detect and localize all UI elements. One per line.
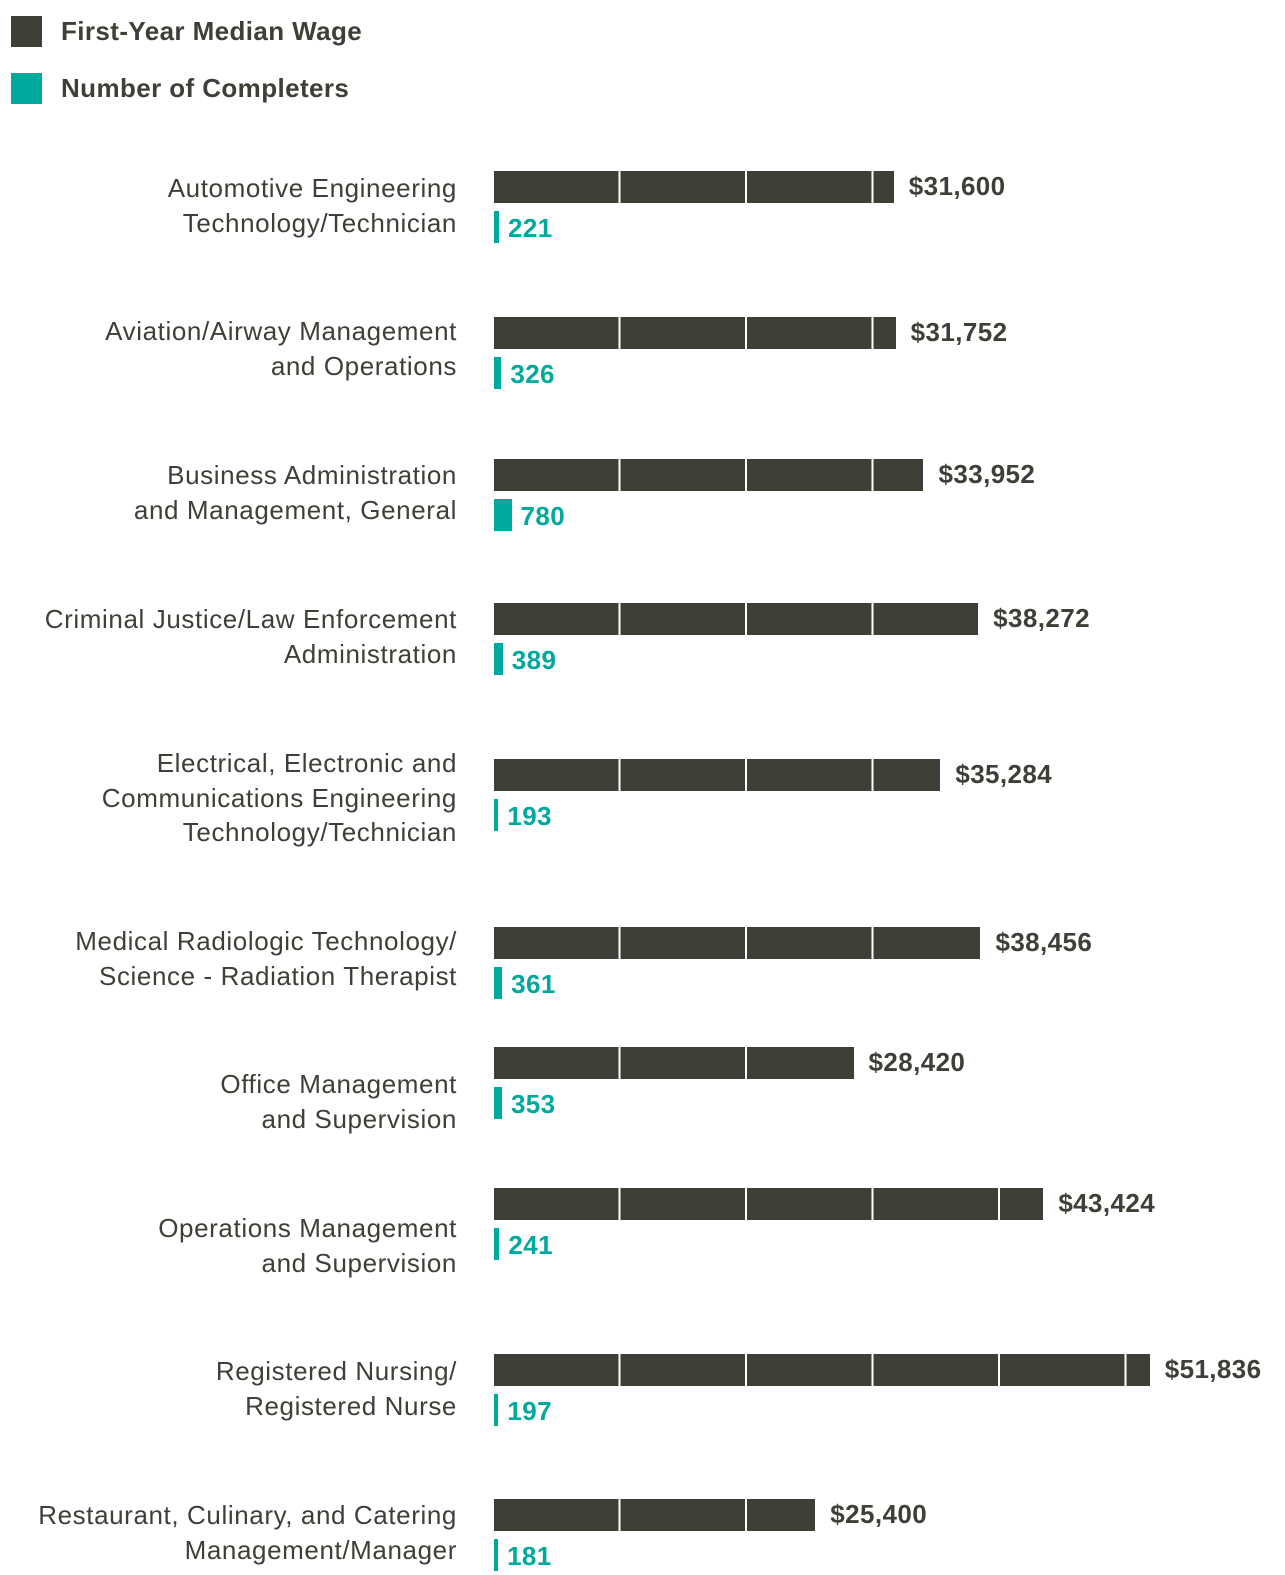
legend-swatch [11,73,42,104]
completers-bar [494,1228,500,1260]
wage-bar [494,459,924,491]
completers-label: 389 [511,645,557,675]
category-label: Aviation/Airway Management and Operation… [105,316,457,381]
wage-bar [494,1354,1150,1386]
wage-label: $31,600 [908,171,1006,201]
wage-label: $51,836 [1164,1354,1262,1384]
wage-bar [494,603,979,635]
completers-bar [494,1539,499,1571]
category-label: Electrical, Electronic and Communication… [101,748,457,847]
wage-bar [494,927,981,959]
completers-label: 361 [511,969,556,999]
category-label: Automotive Engineering Technology/Techni… [167,173,457,238]
completers-label: 193 [507,801,552,831]
completers-bar [494,211,499,243]
completers-label: 221 [507,213,553,243]
wage-label: $38,272 [993,603,1090,633]
completers-bar [494,643,503,675]
wage-bar [494,759,941,791]
completers-bar [494,1087,502,1119]
category-label: Business Administration and Management, … [133,460,457,525]
wage-label: $31,752 [910,317,1008,347]
completers-label: 181 [507,1541,552,1571]
category-label: Criminal Justice/Law Enforcement Adminis… [44,604,457,669]
wage-label: $28,420 [868,1047,966,1077]
category-label: Restaurant, Culinary, and Catering Manag… [38,1500,457,1565]
wage-label: $25,400 [830,1499,928,1529]
wage-bar [494,1047,854,1079]
category-label: Registered Nursing/ Registered Nurse [215,1356,457,1421]
wage-bar [494,171,894,203]
completers-label: 241 [508,1230,554,1260]
wage-label: $35,284 [955,759,1053,789]
category-label: Office Management and Supervision [220,1069,457,1134]
wage-label: $33,952 [938,459,1036,489]
wage-bar [494,1188,1044,1220]
completers-label: 197 [507,1396,553,1426]
legend-swatch [11,16,42,47]
wage-label: $38,456 [995,927,1093,957]
completers-label: 780 [520,501,566,531]
legend-label: Number of Completers [61,73,350,103]
completers-label: 326 [510,359,555,389]
category-label: Medical Radiologic Technology/ Science -… [75,926,457,991]
wage-label: $43,424 [1058,1188,1156,1218]
completers-bar [494,357,502,389]
completers-bar [494,1394,499,1426]
completers-label: 353 [510,1089,556,1119]
wage-bar [494,1499,816,1531]
wage-bar [494,317,896,349]
legend-label: First-Year Median Wage [61,16,363,46]
completers-bar [494,499,512,531]
completers-bar [494,799,499,831]
completers-bar [494,967,503,999]
category-label: Operations Management and Supervision [158,1213,457,1278]
